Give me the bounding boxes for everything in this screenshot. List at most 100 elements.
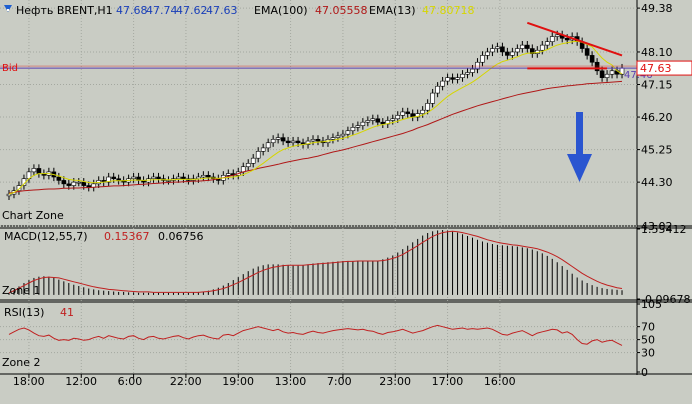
time-axis-label: 12:00 — [65, 375, 97, 388]
macd-axis-label: -0.09678 — [641, 293, 690, 306]
header-open-value: 47.68 — [116, 4, 148, 17]
candle-body — [490, 48, 495, 53]
price-axis-label: 48.10 — [641, 46, 673, 59]
macd-value-2: 0.06756 — [158, 230, 204, 243]
candle-body — [604, 73, 610, 78]
candle-body — [36, 168, 42, 174]
candle-body — [255, 151, 261, 159]
candle-body — [56, 176, 62, 181]
candle-body — [31, 168, 37, 173]
candle-body — [106, 176, 111, 183]
candle-body — [544, 41, 550, 46]
candle-body — [465, 72, 470, 75]
rsi-label: RSI(13) — [4, 306, 44, 319]
candle-body — [539, 44, 545, 51]
candle-body — [564, 37, 570, 41]
candle-body — [335, 135, 341, 138]
price-axis-label: 43.02 — [641, 220, 673, 233]
candle-body — [76, 181, 82, 184]
candle-body — [445, 77, 450, 82]
candle-body — [61, 180, 67, 185]
ema-short-label: EMA(13) — [369, 4, 416, 17]
down-arrow-icon — [567, 112, 592, 182]
candle-body — [549, 36, 555, 42]
candle-body — [475, 61, 480, 70]
ema-short-line — [8, 40, 623, 195]
time-axis-label: 18:00 — [13, 375, 45, 388]
candle-body — [81, 181, 87, 186]
trendline-upper[interactable] — [526, 21, 623, 57]
candle-body — [131, 176, 136, 180]
price-axis-label: 45.25 — [641, 144, 673, 157]
macd-histogram — [8, 230, 623, 295]
price-axis-label: 46.20 — [641, 111, 673, 124]
candle-body — [6, 193, 12, 197]
candle-body — [315, 139, 321, 142]
candle-body — [201, 174, 206, 178]
candle-body — [270, 139, 276, 144]
candle-body — [495, 46, 500, 49]
candle-body — [181, 176, 186, 180]
time-axis-label: 16:00 — [484, 375, 516, 388]
candle-body — [480, 55, 485, 63]
symbol-dropdown-icon[interactable] — [4, 5, 12, 12]
candle-body — [71, 181, 77, 186]
time-axis-label: 13:00 — [275, 375, 307, 388]
candle-body — [589, 55, 595, 63]
rsi-axis-label: 105 — [641, 298, 662, 311]
candle-body — [330, 137, 336, 140]
candle-body — [554, 34, 560, 37]
candle-body — [405, 111, 411, 114]
candle-body — [455, 77, 460, 80]
price-axis-label: 47.15 — [641, 79, 673, 92]
rsi-line — [8, 324, 623, 346]
candle-body — [470, 68, 475, 73]
candle-body — [430, 92, 435, 104]
candle-body — [530, 48, 535, 54]
candle-body — [609, 70, 615, 75]
macd-label: MACD(12,55,7) — [4, 230, 88, 243]
zone-1-label: Zone 1 — [2, 284, 41, 297]
candle-body — [245, 163, 251, 168]
candle-body — [460, 73, 465, 78]
candle-body — [485, 51, 490, 56]
candle-body — [176, 176, 181, 180]
candle-body — [505, 51, 510, 56]
header-high-value: 47.74 — [146, 4, 178, 17]
time-axis-label: 23:00 — [379, 375, 411, 388]
chart-zone-label: Chart Zone — [2, 209, 64, 222]
candle-body — [500, 46, 505, 53]
candle-body — [365, 120, 371, 123]
candle-body — [350, 127, 356, 132]
candle-body — [370, 118, 376, 121]
time-axis-label: 17:00 — [432, 375, 464, 388]
candle-body — [151, 176, 156, 180]
rsi-axis-label: 50 — [641, 334, 655, 347]
ema-long-line — [8, 80, 623, 194]
ema-long-label: EMA(100) — [254, 4, 308, 17]
time-axis-label: 22:00 — [170, 375, 202, 388]
rsi-axis-label: 0 — [641, 366, 648, 379]
candle-body — [290, 140, 296, 144]
candle-body — [16, 185, 22, 192]
header-low-value: 47.62 — [176, 4, 208, 17]
time-axis-label: 19:00 — [222, 375, 254, 388]
candle-body — [166, 180, 171, 182]
zone-2-label: Zone 2 — [2, 356, 41, 369]
down-arrow-shaft — [576, 112, 583, 154]
candle-body — [425, 103, 430, 111]
candle-body — [584, 48, 590, 56]
candle-body — [295, 140, 301, 144]
candle-body — [285, 140, 291, 144]
candle-body — [520, 44, 525, 49]
candle-body — [360, 121, 366, 126]
candle-body — [599, 70, 605, 78]
candle-body — [156, 176, 161, 180]
time-axis-label: 6:00 — [118, 375, 143, 388]
bid-label: Bid — [2, 63, 18, 74]
candle-body — [345, 130, 351, 135]
candle-body — [116, 178, 121, 181]
